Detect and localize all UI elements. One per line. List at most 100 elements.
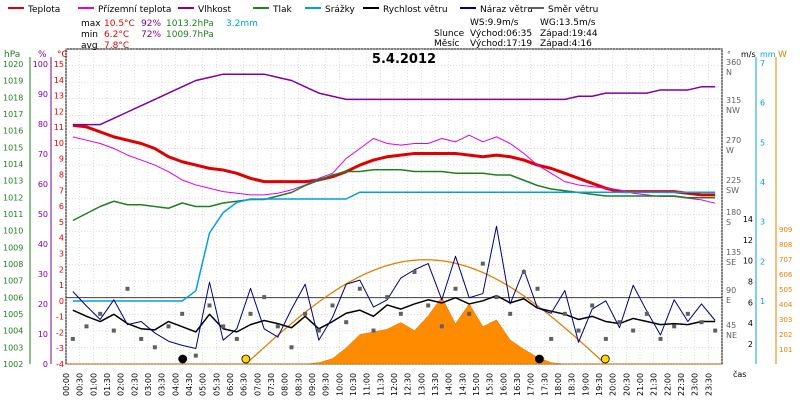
tick-temp: 4 (59, 234, 64, 243)
tick-time: 14:00 (445, 373, 454, 396)
stat-rain-max: 3.2mm (226, 19, 258, 29)
tick-time: 07:00 (253, 373, 262, 396)
tick-direction: 90 (726, 286, 736, 295)
tick-time: 21:00 (636, 373, 645, 396)
tick-temp: -3 (56, 344, 64, 353)
wind-direction-point (180, 311, 185, 316)
tick-time: 10:30 (349, 373, 358, 396)
tick-time: 13:30 (431, 373, 440, 396)
tick-w: 505 (779, 286, 792, 294)
legend-label-teplota: Teplota (27, 5, 60, 15)
stat-temp-avg: 7.8°C (104, 41, 129, 51)
wind-direction-point (453, 286, 458, 291)
wind-direction-point (139, 336, 144, 341)
legend-label-naraz-vetru: Náraz větru (480, 5, 533, 15)
tick-time: 08:00 (281, 373, 290, 396)
wind-direction-point (494, 295, 499, 300)
wind-direction-point (289, 345, 294, 350)
wind-direction-point (385, 295, 390, 300)
axis-label-temp: °C (57, 50, 68, 60)
stat-temp-max: 10.5°C (104, 19, 135, 29)
series-line-naraz-vetru (72, 225, 716, 349)
tick-hpa: 1019 (3, 77, 23, 86)
wind-direction-point (248, 311, 253, 316)
tick-time: 02:00 (117, 373, 126, 396)
tick-time: 05:00 (199, 373, 208, 396)
stat-pressure-max: 1013.2hPa (166, 19, 214, 29)
sun-set: Západ:19:44 (540, 29, 598, 39)
tick-temp: 13 (54, 92, 64, 101)
tick-direction: 315 (726, 96, 741, 105)
stat-humidity-max: 92% (141, 19, 161, 29)
chart-title: 5.4.2012 (372, 52, 436, 67)
tick-humidity: 0 (43, 360, 48, 369)
wind-direction-point (193, 353, 198, 358)
tick-time: 07:30 (267, 373, 276, 396)
tick-time: 11:00 (363, 373, 372, 396)
wind-direction-point (508, 311, 513, 316)
tick-time: 17:30 (540, 373, 549, 396)
wind-direction-point (426, 303, 431, 308)
tick-w: 606 (779, 271, 793, 279)
tick-ms: 8 (748, 278, 753, 287)
tick-temp: -1 (56, 313, 64, 322)
tick-mm: 7 (760, 59, 765, 68)
tick-time: 03:00 (144, 373, 153, 396)
series-line-srazky (72, 191, 716, 302)
wind-direction-point (398, 311, 403, 316)
tick-time: 01:30 (103, 373, 112, 396)
tick-temp: 1 (59, 281, 64, 290)
wind-direction-point (275, 324, 280, 329)
legend-label-vlhkost: Vlhkost (198, 5, 231, 15)
tick-time: 18:00 (554, 373, 563, 396)
tick-w: 808 (779, 241, 792, 249)
solar-radiation-area (66, 296, 722, 365)
tick-w: 303 (779, 316, 792, 324)
tick-hpa: 1015 (3, 143, 23, 152)
x-axis-label: čas (733, 369, 746, 379)
tick-time: 16:30 (513, 373, 522, 396)
wind-direction-point (549, 336, 554, 341)
axis-label-direction: ° (727, 50, 731, 59)
tick-ms: 6 (748, 298, 753, 307)
legend-label-tlak: Tlak (272, 5, 293, 15)
tick-time: 00:30 (76, 373, 85, 396)
wind-direction-point (644, 311, 649, 316)
tick-temp: 9 (59, 155, 64, 164)
tick-temp: -4 (56, 360, 64, 369)
tick-humidity: 40 (38, 240, 48, 249)
tick-hpa: 1005 (3, 310, 23, 319)
tick-time: 23:30 (704, 373, 713, 396)
tick-direction: SW (726, 186, 739, 195)
stat-label-avg: avg (81, 41, 98, 51)
wind-direction-point (84, 324, 89, 329)
tick-time: 00:00 (62, 373, 71, 396)
wind-direction-point (234, 336, 239, 341)
axis-label-w: W (778, 50, 787, 60)
tick-direction: N (726, 68, 732, 77)
tick-time: 21:30 (650, 373, 659, 396)
wind-direction-point (303, 311, 308, 316)
tick-temp: 10 (54, 139, 64, 148)
tick-w: 202 (779, 331, 792, 339)
tick-time: 16:00 (499, 373, 508, 396)
tick-direction: 360 (726, 58, 741, 67)
wind-direction-point (658, 336, 663, 341)
wind-direction-point (685, 311, 690, 316)
tick-w: 101 (779, 346, 792, 354)
tick-time: 03:30 (158, 373, 167, 396)
wind-direction-point (521, 270, 526, 275)
tick-ms: 14 (743, 215, 753, 224)
plot-area (65, 48, 723, 365)
tick-time: 20:00 (609, 373, 618, 396)
wind-direction-point (111, 328, 116, 333)
tick-time: 15:00 (472, 373, 481, 396)
tick-time: 14:30 (458, 373, 467, 396)
moon-rise: Východ:17:19 (470, 39, 532, 49)
tick-w: 909 (779, 226, 792, 234)
tick-temp: 15 (54, 60, 64, 69)
tick-temp: 2 (59, 265, 64, 274)
wind-direction-point (221, 324, 226, 329)
wind-direction-point (330, 303, 335, 308)
wind-direction-point (439, 324, 444, 329)
